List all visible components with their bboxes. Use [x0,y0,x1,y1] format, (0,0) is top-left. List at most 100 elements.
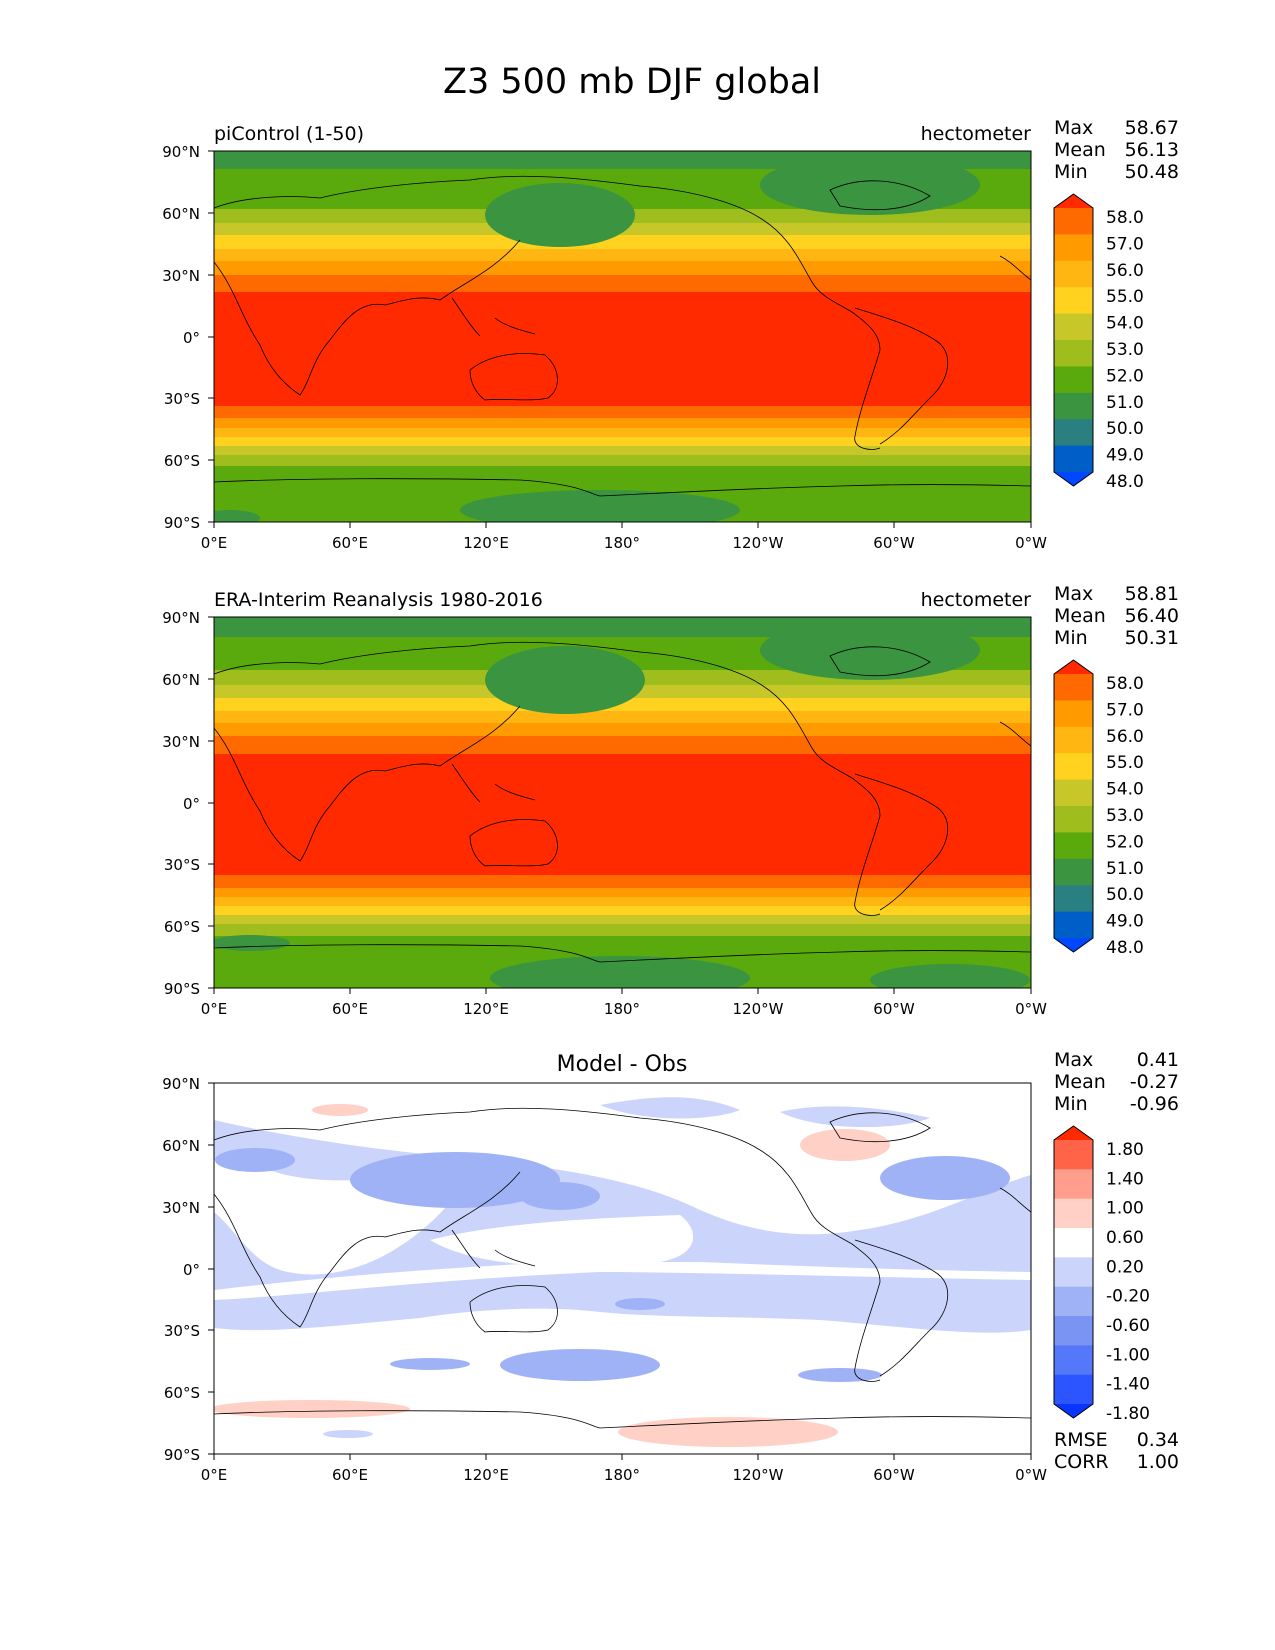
colorbar-tick-label: 0.60 [1106,1228,1144,1248]
x-tick-label: 120°E [463,1000,509,1018]
y-tick-label: 30°N [162,733,200,751]
y-tick-label: 0° [183,1261,200,1279]
colorbar-tick-label: 54.0 [1106,314,1144,334]
x-tick-label: 60°E [332,1000,368,1018]
stat-value: 58.67 [1125,117,1179,139]
colorbar-tick-label: 50.0 [1106,885,1144,905]
colorbar-segment [1054,1316,1093,1346]
colorbar-segment [1054,779,1093,807]
colorbar-tick-label: 0.20 [1106,1257,1144,1277]
colorbar-tick-label: 49.0 [1106,912,1144,932]
colorbar-segment [1054,1257,1093,1288]
y-tick-label: 30°N [162,1199,200,1217]
x-ticks: 0°E 60°E 120°E 180° 120°W 60°W 0°W [201,988,1047,1018]
error-stats-block: RMSE 0.34 CORR 1.00 [1054,1429,1179,1473]
panel-picontrol: 0°E 60°E 120°E 180° 120°W 60°W 0°W 90°N … [162,117,1179,552]
stats-block: Max 58.81 Mean 56.40 Min 50.31 [1054,583,1179,649]
colorbar-tick-label: 54.0 [1106,780,1144,800]
colorbar-outline [1053,659,1094,953]
colorbar-segment [1054,260,1093,288]
colorbar-tick-label: 56.0 [1106,261,1144,281]
colorbar-extend-bottom [1054,1404,1093,1418]
y-tick-label: 30°S [164,1322,200,1340]
colorbar: 58.0 57.0 56.0 55.0 54.0 53.0 52.0 51.0 50.0 49.0… [1053,193,1144,492]
colorbar-extend-top [1054,660,1093,674]
stats-block: Max 58.67 Mean 56.13 Min 50.48 [1054,117,1179,183]
colorbar-outline [1053,193,1094,487]
stat-label: Mean [1054,139,1106,161]
colorbar-segment [1054,1228,1093,1258]
x-tick-label: 180° [604,1466,640,1484]
x-tick-label: 120°E [463,534,509,552]
y-tick-label: 60°N [162,1137,200,1155]
x-tick-label: 60°W [873,1000,915,1018]
y-tick-label: 60°S [164,1384,200,1402]
x-tick-label: 0°W [1015,1000,1047,1018]
map-field [214,617,1031,988]
colorbar-tick-label: 52.0 [1106,832,1144,852]
stat-value: 50.48 [1125,161,1179,183]
stat-value: -0.96 [1130,1093,1179,1115]
colorbar-tick-label: 56.0 [1106,727,1144,747]
colorbar-segment [1054,1198,1093,1229]
colorbar-segment [1054,674,1093,701]
y-tick-label: 0° [183,795,200,813]
colorbar-segment [1054,208,1093,235]
y-tick-label: 90°N [162,1075,200,1093]
figure-title: Z3 500 mb DJF global [443,62,821,102]
y-tick-label: 90°S [164,980,200,998]
colorbar-segment [1054,366,1093,394]
y-ticks: 90°N 60°N 30°N 0° 30°S 60°S 90°S [162,609,214,998]
map-field [214,151,1031,522]
colorbar-segment [1054,340,1093,367]
map-field [214,1083,1031,1454]
x-ticks: 0°E 60°E 120°E 180° 120°W 60°W 0°W [201,522,1047,552]
stat-label: Mean [1054,605,1106,627]
colorbar: 58.0 57.0 56.0 55.0 54.0 53.0 52.0 51.0 50.0 49.0… [1053,659,1144,958]
stat-label: Min [1054,627,1088,649]
colorbar-tick-label: 50.0 [1106,419,1144,439]
colorbar-tick-label: 58.0 [1106,208,1144,228]
colorbar-segment [1054,1345,1093,1376]
corr-label: CORR [1054,1451,1109,1473]
y-tick-label: 60°S [164,918,200,936]
x-tick-label: 120°W [733,534,784,552]
stat-value: 50.31 [1125,627,1179,649]
colorbar-segment [1054,1374,1093,1405]
x-tick-label: 60°W [873,534,915,552]
y-tick-label: 0° [183,329,200,347]
stat-label: Max [1054,117,1093,139]
colorbar-tick-label: 1.80 [1106,1140,1144,1160]
y-tick-label: 30°N [162,267,200,285]
stat-label: Min [1054,161,1088,183]
colorbar: 1.80 1.40 1.00 0.60 0.20 -0.20 -0.60 -1.00 -1.40… [1053,1125,1150,1424]
panel-era-interim: 0°E 60°E 120°E 180° 120°W 60°W 0°W 90°N … [162,583,1179,1018]
colorbar-tick-label: 49.0 [1106,446,1144,466]
colorbar-tick-label: 53.0 [1106,806,1144,826]
colorbar-tick-label: -1.80 [1106,1404,1150,1424]
x-tick-label: 120°E [463,1466,509,1484]
x-tick-label: 60°W [873,1466,915,1484]
y-tick-label: 90°S [164,1446,200,1464]
colorbar-extend-bottom [1054,472,1093,486]
y-ticks: 90°N 60°N 30°N 0° 30°S 60°S 90°S [162,1075,214,1464]
corr-value: 1.00 [1137,1451,1179,1473]
colorbar-segment [1054,726,1093,754]
colorbar-segment [1054,911,1093,939]
coastlines [214,1107,1031,1429]
colorbar-segment [1054,445,1093,473]
colorbar-segment [1054,753,1093,781]
x-tick-label: 0°E [201,1000,228,1018]
y-tick-label: 30°S [164,390,200,408]
colorbar-segment [1054,1169,1093,1200]
stat-value: 0.41 [1137,1049,1179,1071]
colorbar-segment [1054,419,1093,447]
x-tick-label: 0°E [201,1466,228,1484]
stat-value: 56.13 [1125,139,1179,161]
x-tick-label: 180° [604,1000,640,1018]
colorbar-tick-label: 48.0 [1106,938,1144,958]
colorbar-segment [1054,832,1093,860]
stat-label: Mean [1054,1071,1106,1093]
colorbar-tick-label: -1.00 [1106,1345,1150,1365]
